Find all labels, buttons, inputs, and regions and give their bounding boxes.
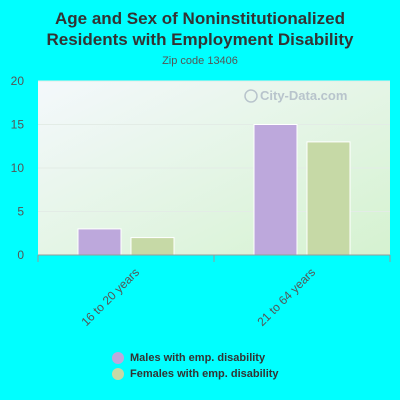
watermark-text: City-Data.com: [260, 88, 347, 103]
legend: Males with emp. disability Females with …: [112, 350, 279, 382]
bar-females-1: [306, 141, 351, 256]
legend-item-males: Males with emp. disability: [112, 350, 279, 366]
y-tick-label: 15: [11, 118, 25, 132]
chart-title: Age and Sex of Noninstitutionalized Resi…: [0, 8, 400, 50]
bar-males-1: [253, 124, 298, 256]
legend-item-females: Females with emp. disability: [112, 366, 279, 382]
bars: [77, 124, 351, 256]
legend-label-males: Males with emp. disability: [130, 352, 266, 364]
legend-swatch-females: [112, 368, 124, 380]
chart-subtitle: Zip code 13406: [162, 55, 238, 67]
x-tick-label: 21 to 64 years: [254, 265, 318, 329]
legend-label-females: Females with emp. disability: [130, 368, 279, 380]
chart-title-line-2: Residents with Employment Disability: [46, 30, 354, 49]
watermark: City-Data.com: [244, 88, 347, 103]
y-tick-label: 5: [17, 205, 24, 219]
watermark-icon: [244, 89, 258, 103]
legend-swatch-males: [112, 352, 124, 364]
bar-females-0: [130, 237, 175, 256]
y-tick-label: 0: [17, 248, 24, 262]
y-tick-label: 10: [11, 161, 25, 175]
y-axis: 0 5 10 15 20: [11, 74, 25, 262]
y-tick-label: 20: [11, 74, 25, 88]
chart-title-line-1: Age and Sex of Noninstitutionalized: [55, 9, 345, 28]
x-tick-label: 16 to 20 years: [78, 265, 142, 329]
bar-males-0: [77, 228, 122, 256]
x-axis: 16 to 20 years 21 to 64 years: [37, 254, 391, 329]
